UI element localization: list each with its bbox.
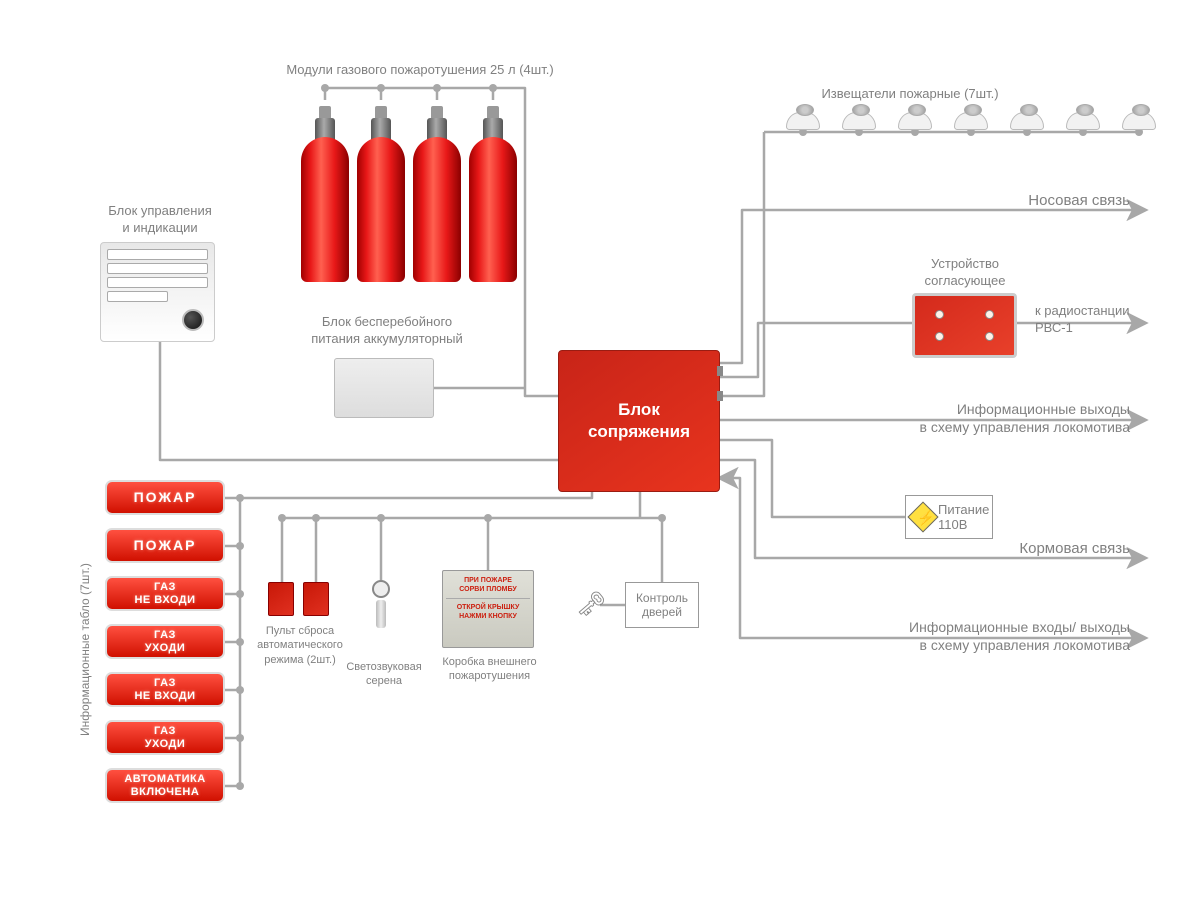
firebox-line2: ОТКРОЙ КРЫШКУНАЖМИ КНОПКУ <box>446 603 530 621</box>
fire-detector <box>1010 112 1044 130</box>
info-sign: АВТОМАТИКАВКЛЮЧЕНА <box>105 768 225 803</box>
nose-link-label: Носовая связь <box>970 191 1130 211</box>
firebox-line1: ПРИ ПОЖАРЕСОРВИ ПЛОМБУ <box>446 576 530 594</box>
gas-cylinder <box>357 100 405 282</box>
door-label: Контрольдверей <box>636 591 688 619</box>
to-radio-label: к радиостанцииРВС-1 <box>1035 303 1155 337</box>
fire-detector <box>898 112 932 130</box>
gas-cylinder <box>301 100 349 282</box>
info-panels-vertical-label: Информационные табло (7шт.) <box>78 520 92 780</box>
fire-detector <box>954 112 988 130</box>
fire-detector <box>1122 112 1156 130</box>
stern-link-label: Кормовая связь <box>970 539 1130 559</box>
info-sign: ГАЗНЕ ВХОДИ <box>105 672 225 707</box>
info-sign: ПОЖАР <box>105 528 225 563</box>
siren-label: Светозвуковаясерена <box>334 660 434 689</box>
reset-console-1 <box>268 582 294 616</box>
gas-cylinder <box>469 100 517 282</box>
info-sign: ПОЖАР <box>105 480 225 515</box>
matching-label: Устройствосогласующее <box>900 256 1030 290</box>
fire-box: ПРИ ПОЖАРЕСОРВИ ПЛОМБУ ОТКРОЙ КРЫШКУНАЖМ… <box>442 570 534 648</box>
ups-block <box>334 358 434 418</box>
gas-cylinder <box>413 100 461 282</box>
info-sign: ГАЗНЕ ВХОДИ <box>105 576 225 611</box>
info-out-label: Информационные выходыв схему управления … <box>810 400 1130 436</box>
power-label: Питание110В <box>938 502 989 532</box>
info-sign: ГАЗУХОДИ <box>105 624 225 659</box>
info-sign: ГАЗУХОДИ <box>105 720 225 755</box>
bolt-icon <box>907 501 938 532</box>
detector-label: Извещатели пожарные (7шт.) <box>800 86 1020 103</box>
door-control-box: Контрольдверей <box>625 582 699 628</box>
key-icon: 🗝 <box>576 590 606 619</box>
control-panel <box>100 242 215 342</box>
interface-block-label: Блоксопряжения <box>588 399 690 443</box>
power-box: Питание110В <box>905 495 993 539</box>
interface-block: Блоксопряжения <box>558 350 720 492</box>
info-io-label: Информационные входы/ выходыв схему упра… <box>810 618 1130 654</box>
reset-console-2 <box>303 582 329 616</box>
firebox-label: Коробка внешнегопожаротушения <box>432 655 547 684</box>
siren <box>372 580 390 630</box>
fire-detector <box>842 112 876 130</box>
control-unit-label: Блок управленияи индикации <box>95 203 225 237</box>
matching-device <box>912 293 1017 358</box>
gas-modules-label: Модули газового пожаротушения 25 л (4шт.… <box>280 62 560 79</box>
fire-detector <box>1066 112 1100 130</box>
ups-label: Блок бесперебойногопитания аккумуляторны… <box>292 314 482 348</box>
fire-detector <box>786 112 820 130</box>
